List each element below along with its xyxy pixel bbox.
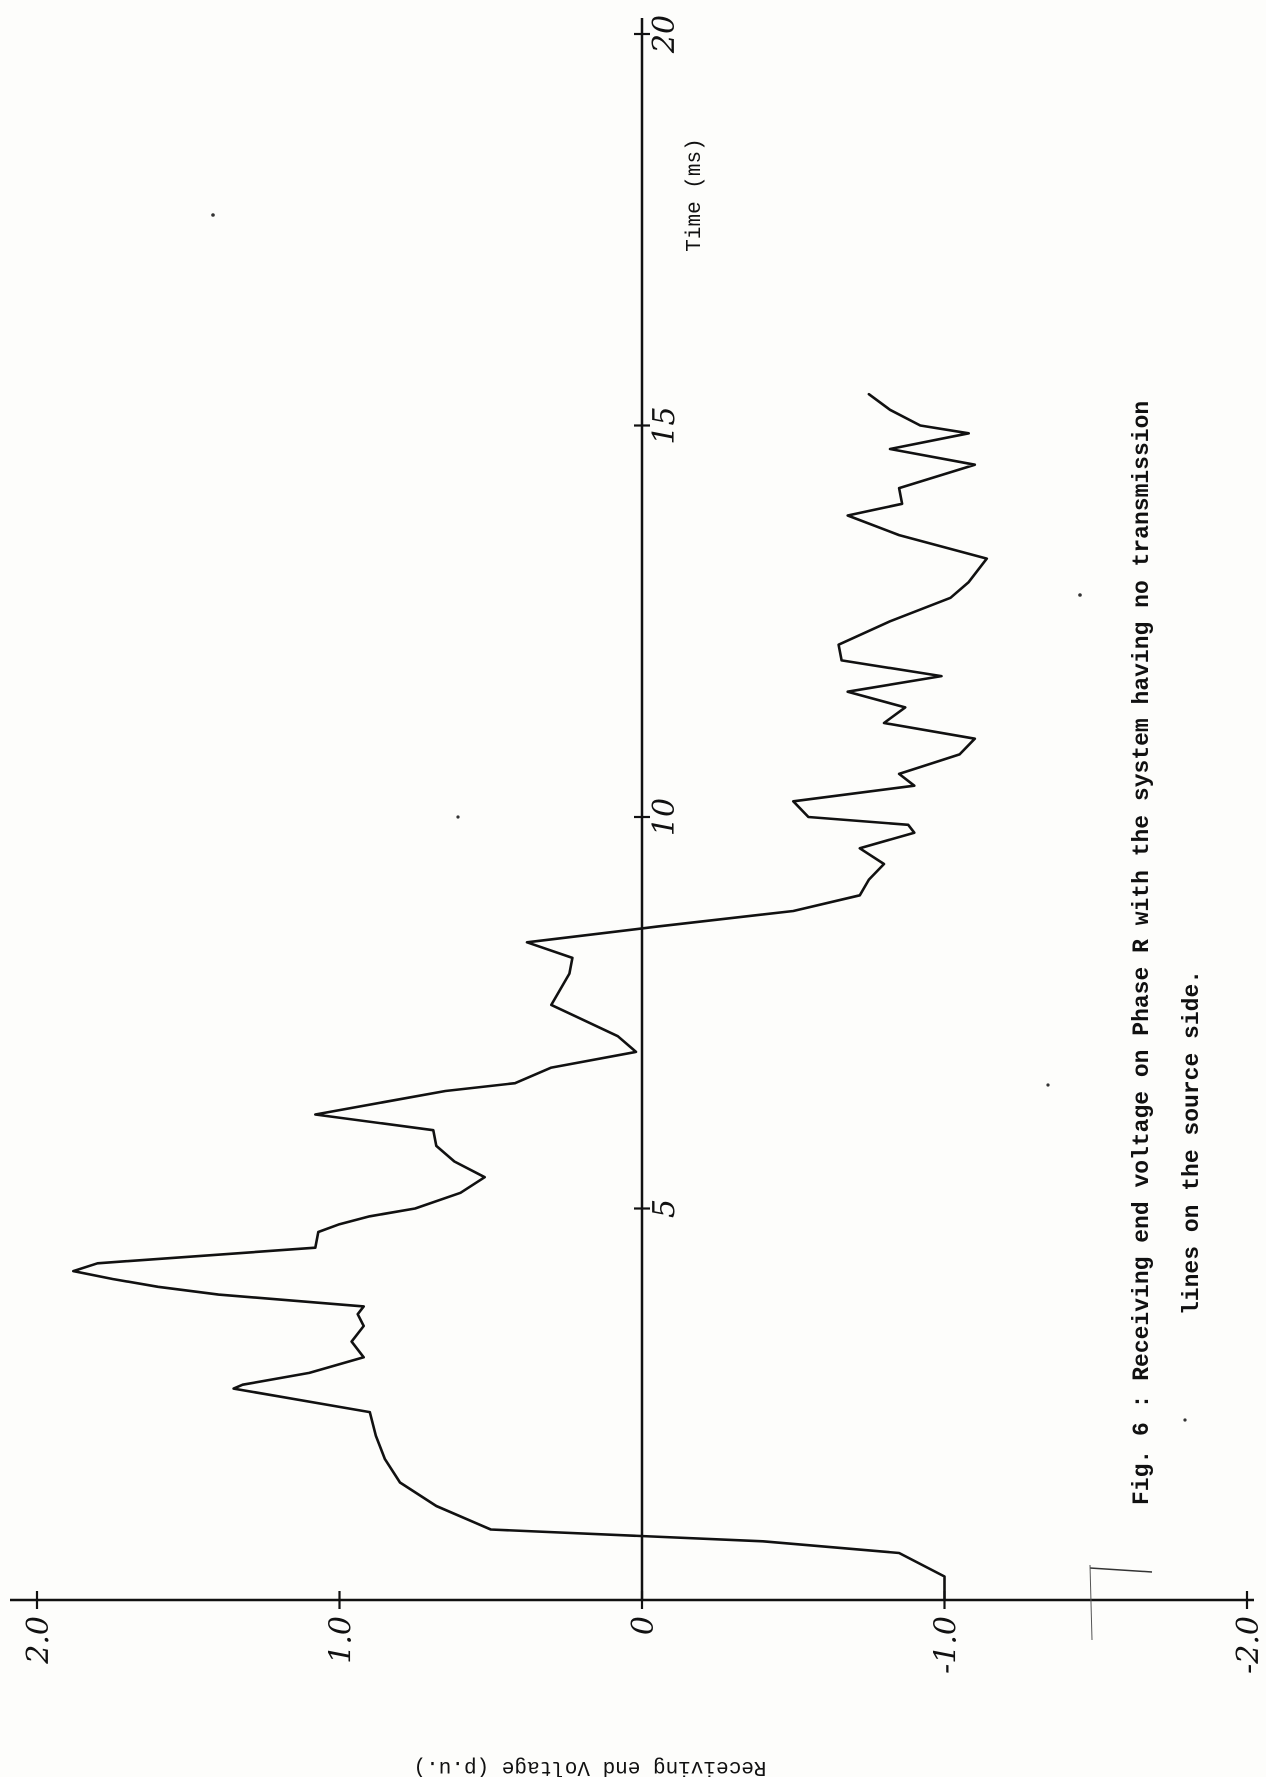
voltage-tick-label: 0 xyxy=(626,1616,661,1635)
voltage-tick-label: 1.0 xyxy=(324,1616,359,1664)
voltage-axis-label: Receiving end Voltage (p.u.) xyxy=(414,1755,767,1777)
time-tick-label: 10 xyxy=(647,798,682,836)
voltage-tick-label: -2.0 xyxy=(1231,1616,1266,1674)
time-tick-label: 5 xyxy=(647,1199,682,1218)
scan-mark xyxy=(1089,1564,1093,1641)
scan-speck xyxy=(456,815,460,819)
scan-speck xyxy=(1078,593,1082,597)
time-axis-label: Time (ms) xyxy=(684,138,707,251)
time-tick-label: 20 xyxy=(647,15,682,54)
caption-line-2: lines on the source side. xyxy=(1179,970,1205,1315)
voltage-ticks: 2.0 1.0 0 -1.0 -2.0 xyxy=(21,1591,1266,1674)
time-tick-label: 15 xyxy=(647,406,682,444)
scan-mark xyxy=(1089,1567,1153,1573)
voltage-tick-label: 2.0 xyxy=(21,1616,56,1665)
time-ticks: 5 10 15 20 xyxy=(634,15,682,1218)
scan-speck xyxy=(1183,1418,1187,1422)
scan-speck xyxy=(1046,1083,1050,1087)
voltage-tick-label: -1.0 xyxy=(929,1616,964,1674)
caption-line-1: Fig. 6 : Receiving end voltage on Phase … xyxy=(1129,401,1155,1505)
scan-speck xyxy=(211,213,215,217)
series-line xyxy=(72,392,989,1602)
